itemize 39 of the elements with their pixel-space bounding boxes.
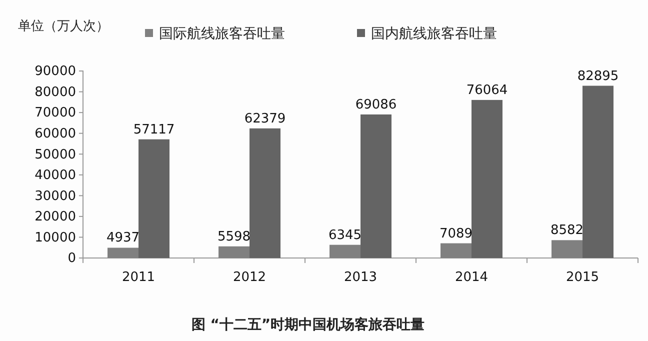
- y-tick-label: 30000: [34, 188, 76, 204]
- bar: [552, 240, 582, 258]
- bar: [440, 243, 472, 258]
- bar: [108, 248, 138, 258]
- bar: [330, 244, 360, 258]
- y-tick-label: 60000: [34, 126, 76, 142]
- y-axis-title: 单位（万人次）: [18, 19, 109, 34]
- bar: [472, 100, 502, 258]
- bar: [250, 128, 280, 258]
- bar: [218, 246, 250, 258]
- data-label: 76064: [466, 82, 508, 98]
- bar: [360, 114, 392, 258]
- y-tick-label: 90000: [34, 64, 76, 80]
- y-tick-label: 50000: [34, 147, 76, 162]
- y-tick-label: 10000: [34, 230, 76, 246]
- legend-label: 国际航线旅客吞吐量: [159, 26, 285, 42]
- data-label: 57117: [133, 122, 175, 138]
- data-label: 82895: [577, 68, 619, 84]
- data-label: 69086: [355, 97, 397, 112]
- y-tick-label: 20000: [34, 210, 76, 225]
- bar: [582, 86, 614, 258]
- legend-label: 国内航线旅客吞吐量: [371, 26, 497, 42]
- data-label: 7089: [439, 226, 473, 242]
- data-label: 8582: [550, 223, 584, 238]
- bar: [138, 139, 170, 258]
- x-tick-label: 2014: [454, 270, 488, 286]
- text: 图 “十二五”时期中国机场客旅吞吐量: [191, 316, 425, 333]
- x-tick-label: 2012: [232, 270, 266, 286]
- data-label: 6345: [328, 228, 362, 243]
- y-tick-label: 80000: [34, 84, 76, 100]
- x-tick-label: 2013: [344, 270, 378, 286]
- y-tick-label: 40000: [34, 168, 76, 184]
- x-tick-label: 2011: [122, 270, 156, 286]
- data-label: 62379: [244, 111, 286, 126]
- x-tick-label: 2015: [566, 270, 600, 286]
- y-tick-label: 0: [68, 251, 76, 266]
- data-label: 4937: [106, 230, 140, 246]
- y-tick-label: 70000: [34, 106, 76, 121]
- data-label: 5598: [217, 229, 251, 244]
